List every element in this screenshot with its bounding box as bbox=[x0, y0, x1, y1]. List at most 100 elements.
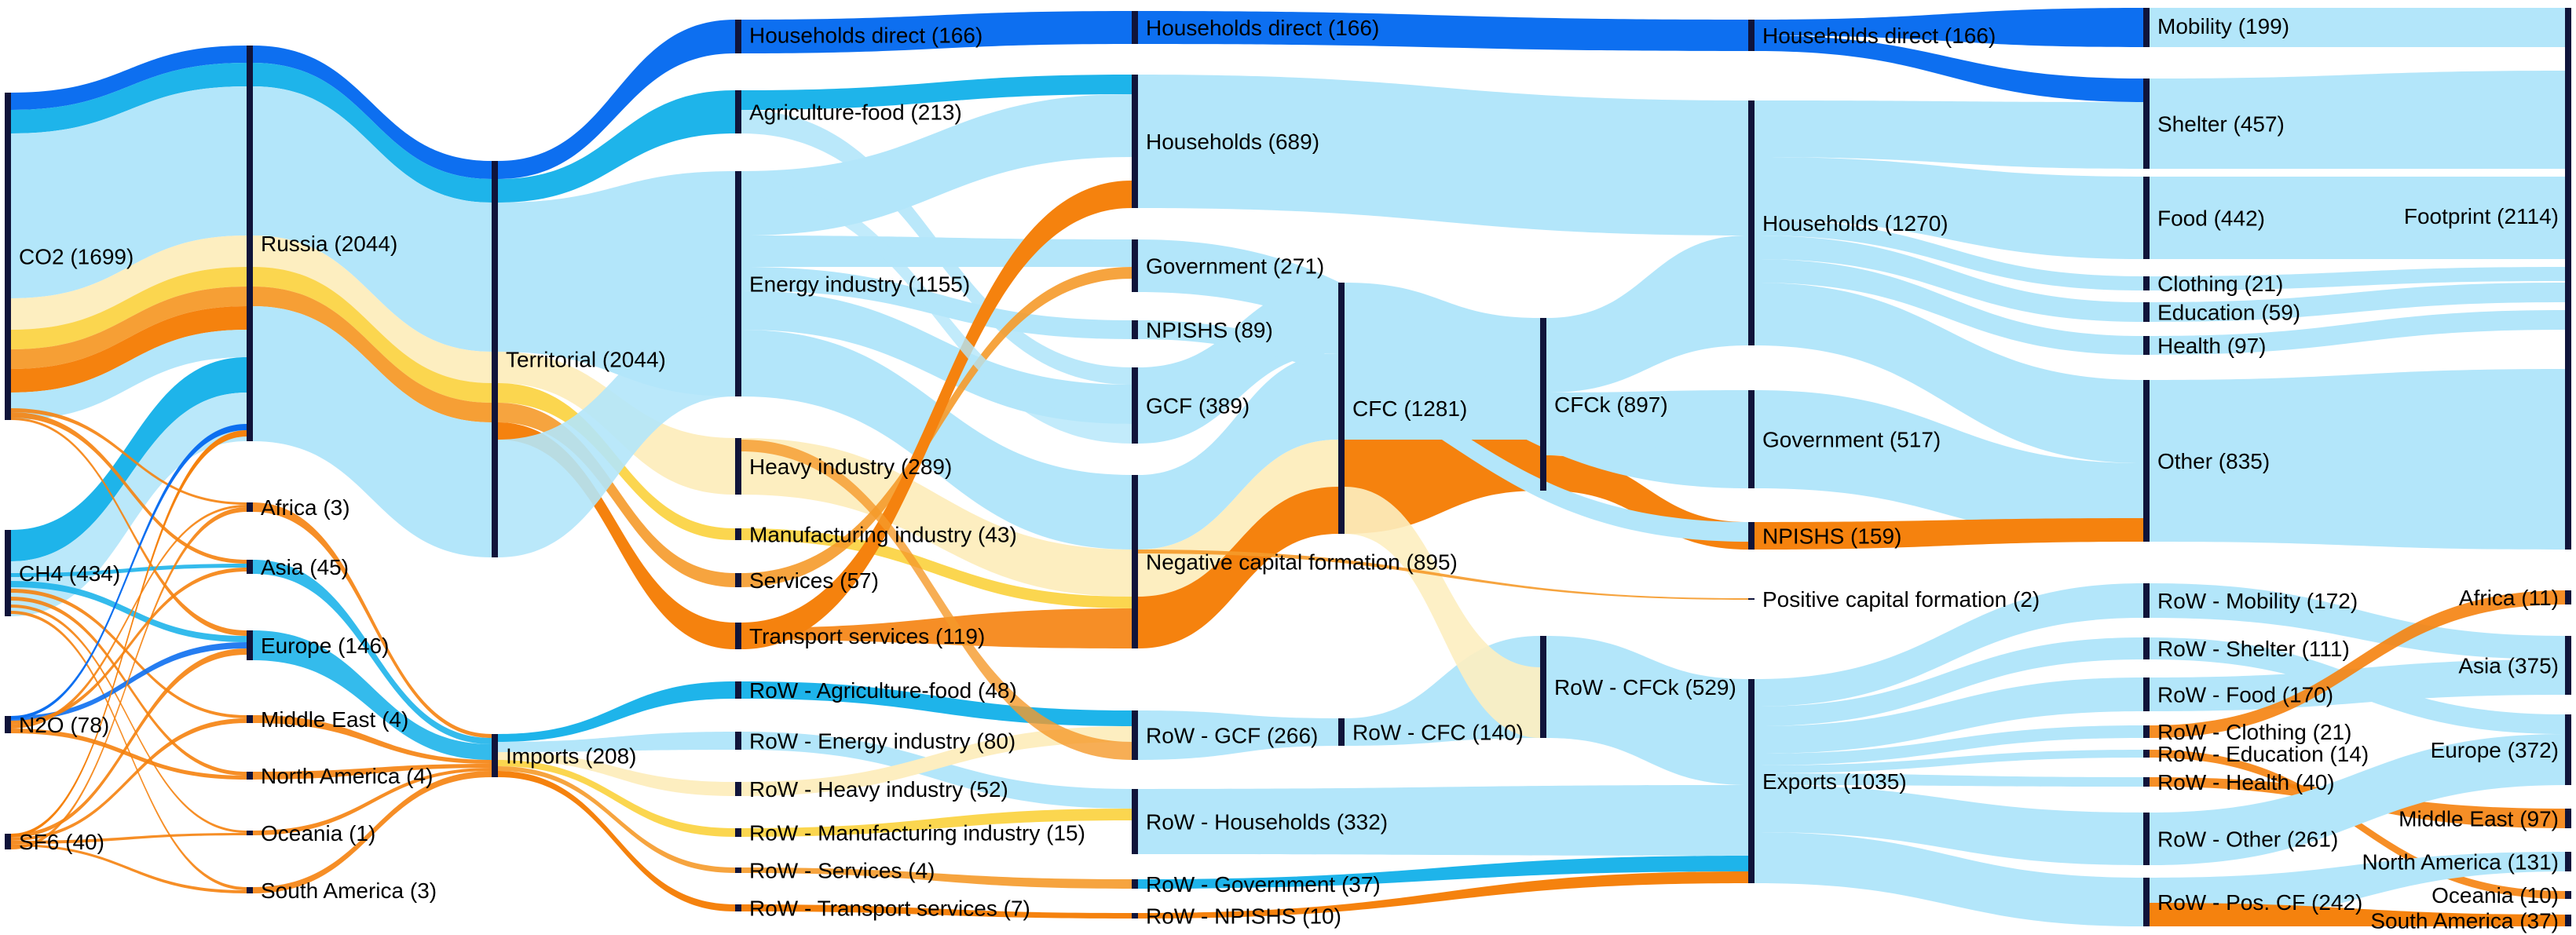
flow-n2o-to-africa_src bbox=[11, 505, 247, 729]
nodes-layer bbox=[5, 8, 2571, 926]
flow-exports-to-row_other bbox=[1755, 785, 2143, 865]
node-label-asia_src: Asia (45) bbox=[261, 555, 349, 579]
node-label-households: Households (689) bbox=[1146, 130, 1319, 154]
flow-sf6-to-oceania_src bbox=[11, 833, 247, 844]
flow-other-to-footprint bbox=[2150, 369, 2565, 550]
flow-ch4-to-namerica_src bbox=[11, 597, 247, 776]
node-bar-row_cfck bbox=[1540, 636, 1546, 738]
node-bar-government_2 bbox=[1748, 390, 1755, 488]
node-bar-pos_cap bbox=[1748, 598, 1755, 600]
node-label-samerica_src: South America (3) bbox=[261, 878, 437, 903]
node-bar-services bbox=[735, 573, 741, 587]
flow-row_npishs-to-exports bbox=[1138, 871, 1748, 919]
node-label-cfck: CFCk (897) bbox=[1554, 393, 1668, 417]
flow-row_gcf-to-row_cfc bbox=[1138, 710, 1338, 760]
flow-co2-to-russia bbox=[11, 287, 247, 369]
flow-imports-to-row_heavy bbox=[498, 752, 735, 796]
node-bar-row_agri bbox=[735, 681, 741, 699]
node-label-shelter: Shelter (457) bbox=[2157, 112, 2285, 137]
flow-ch4-to-europe_src bbox=[11, 581, 247, 642]
node-bar-row_households bbox=[1132, 789, 1138, 854]
node-bar-row_shelter bbox=[2143, 637, 2150, 659]
node-bar-row_cfc bbox=[1338, 718, 1345, 746]
flows-layer bbox=[11, 8, 2565, 926]
node-bar-clothing bbox=[2143, 276, 2150, 290]
flow-ch4-to-oceania_src bbox=[11, 604, 247, 833]
node-bar-heavy bbox=[735, 438, 741, 495]
node-label-households_2: Households (1270) bbox=[1762, 211, 1948, 236]
node-bar-transport bbox=[735, 623, 741, 649]
node-label-row_food: RoW - Food (170) bbox=[2157, 683, 2333, 707]
node-label-health: Health (97) bbox=[2157, 334, 2267, 358]
flow-exports-to-row_food bbox=[1755, 678, 2143, 754]
flow-gcf-to-cfc bbox=[1138, 283, 1338, 444]
node-label-russia: Russia (2044) bbox=[261, 232, 397, 256]
flow-samerica_src-to-imports bbox=[253, 771, 492, 893]
node-bar-n2o bbox=[5, 716, 11, 733]
flow-row_clothing-to-africa_dst bbox=[2150, 590, 2565, 738]
node-bar-education bbox=[2143, 302, 2150, 322]
node-bar-mobility bbox=[2143, 8, 2150, 47]
node-label-heavy: Heavy industry (289) bbox=[749, 455, 952, 479]
flow-row_government-to-exports bbox=[1138, 856, 1748, 889]
node-bar-co2 bbox=[5, 93, 11, 420]
node-bar-row_manuf bbox=[735, 828, 741, 837]
flow-households_2-to-clothing bbox=[1755, 220, 2143, 290]
flow-heavy-to-row_gcf bbox=[741, 440, 1132, 760]
node-bar-npishs bbox=[1132, 320, 1138, 339]
node-bar-africa_src bbox=[247, 502, 253, 512]
node-label-row_education: RoW - Education (14) bbox=[2157, 742, 2369, 766]
node-bar-mideast_src bbox=[247, 715, 253, 723]
flow-exports-to-row_clothing bbox=[1755, 725, 2143, 765]
node-bar-households bbox=[1132, 75, 1138, 208]
flow-agri-to-households bbox=[741, 75, 1132, 110]
flow-row_manuf-to-row_households bbox=[741, 809, 1132, 837]
flow-sf6-to-samerica_src bbox=[11, 844, 247, 893]
flow-row_food-to-asia_dst bbox=[2150, 659, 2565, 711]
node-bar-asia_src bbox=[247, 560, 253, 574]
node-label-manuf: Manufacturing industry (43) bbox=[749, 523, 1017, 547]
flow-co2-to-russia bbox=[11, 63, 247, 133]
flow-row_households-to-exports bbox=[1138, 785, 1748, 856]
flow-hh_direct_1-to-hh_direct_2 bbox=[741, 11, 1132, 53]
flow-households-to-households_2 bbox=[1138, 75, 1748, 236]
flow-energy-to-gcf bbox=[741, 290, 1132, 424]
flow-imports-to-row_transport bbox=[498, 771, 735, 911]
flow-africa_src-to-imports bbox=[253, 502, 492, 738]
node-label-row_npishs: RoW - NPISHS (10) bbox=[1146, 904, 1341, 929]
node-bar-namerica_dst bbox=[2565, 852, 2571, 871]
node-bar-npishs_2 bbox=[1748, 522, 1755, 550]
node-bar-row_poscf bbox=[2143, 878, 2150, 926]
flow-europe_src-to-imports bbox=[253, 630, 492, 760]
flow-transport-to-households bbox=[741, 181, 1132, 649]
node-bar-oceania_dst bbox=[2565, 891, 2571, 899]
flow-russia-to-territorial bbox=[253, 287, 492, 422]
node-bar-row_clothing bbox=[2143, 725, 2150, 738]
flow-row_poscf-to-samerica_dst bbox=[2150, 903, 2565, 926]
node-label-oceania_src: Oceania (1) bbox=[261, 821, 375, 846]
node-bar-row_education bbox=[2143, 750, 2150, 758]
flow-households_2-to-health bbox=[1755, 259, 2143, 355]
flow-russia-to-territorial bbox=[253, 267, 492, 403]
flow-russia-to-territorial bbox=[253, 46, 492, 179]
node-bar-asia_dst bbox=[2565, 636, 2571, 695]
node-label-mobility: Mobility (199) bbox=[2157, 14, 2289, 38]
node-label-row_services: RoW - Services (4) bbox=[749, 859, 935, 883]
flow-row_other-to-europe_dst bbox=[2150, 734, 2565, 865]
flow-row_services-to-row_government bbox=[741, 867, 1132, 889]
node-bar-cfck bbox=[1540, 318, 1546, 491]
flow-territorial-to-energy bbox=[498, 314, 735, 557]
node-label-education: Education (59) bbox=[2157, 301, 2300, 325]
flow-co2-to-russia bbox=[11, 236, 247, 330]
node-label-co2: CO2 (1699) bbox=[19, 245, 134, 269]
flow-row_heavy-to-row_gcf bbox=[741, 726, 1132, 796]
flow-territorial-to-hh_direct_1 bbox=[498, 20, 735, 179]
node-bar-row_food bbox=[2143, 678, 2150, 711]
flow-co2-to-asia_src bbox=[11, 412, 247, 564]
flow-russia-to-territorial bbox=[253, 236, 492, 383]
node-label-hh_direct_3: Households direct (166) bbox=[1762, 24, 1996, 48]
flow-russia-to-territorial bbox=[253, 306, 492, 557]
node-label-row_cfck: RoW - CFCk (529) bbox=[1554, 675, 1736, 699]
node-label-row_households: RoW - Households (332) bbox=[1146, 810, 1388, 835]
node-bar-imports bbox=[492, 734, 498, 777]
